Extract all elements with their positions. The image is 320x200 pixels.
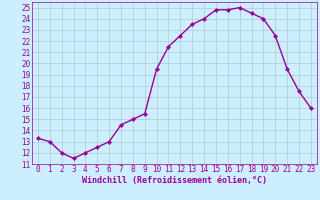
X-axis label: Windchill (Refroidissement éolien,°C): Windchill (Refroidissement éolien,°C) (82, 176, 267, 185)
